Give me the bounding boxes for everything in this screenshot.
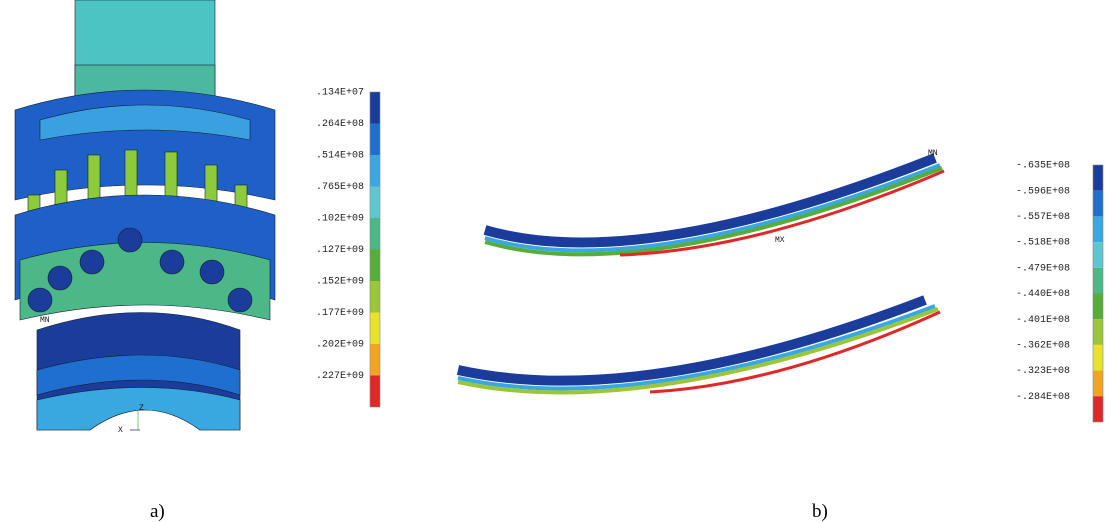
legend-frame [1092, 164, 1104, 423]
legend-swatch [370, 375, 380, 407]
legend-swatch [370, 155, 380, 187]
legend-label: .177E+09 [316, 308, 364, 319]
panel-label: a) [150, 501, 165, 522]
legend-label: .514E+08 [316, 151, 364, 162]
legend-frame [369, 91, 381, 408]
legend-label: -.596E+08 [1016, 186, 1070, 197]
legend-label: .264E+08 [316, 119, 364, 130]
annotation: MN [40, 316, 50, 325]
legend-label: -.401E+08 [1016, 315, 1070, 326]
legend-label: .102E+09 [316, 214, 364, 225]
legend-swatch [370, 344, 380, 376]
legend-label: -.440E+08 [1016, 289, 1070, 300]
legend-swatch [1093, 190, 1103, 217]
legend-label: .765E+08 [316, 182, 364, 193]
legend-swatch [1093, 165, 1103, 191]
legend-swatch [1093, 319, 1103, 345]
model-a [14, 0, 276, 431]
annotation: MX [775, 236, 785, 245]
legend-swatch [1093, 267, 1103, 294]
legend-label: -.362E+08 [1016, 341, 1070, 352]
legend-label: -.635E+08 [1016, 161, 1070, 172]
legend-swatch [370, 249, 380, 281]
legend-swatch [1093, 242, 1103, 268]
legend-swatch [1093, 293, 1103, 320]
legend-label: .127E+09 [316, 245, 364, 256]
model-b [456, 153, 945, 395]
legend-label: -.323E+08 [1016, 366, 1070, 377]
legend-label: -.557E+08 [1016, 212, 1070, 223]
legend-label: .202E+09 [316, 340, 364, 351]
legend-swatch [370, 123, 380, 155]
legend-swatch [1093, 344, 1103, 371]
legend-swatch [1093, 396, 1103, 422]
legend-label: -.479E+08 [1016, 263, 1070, 274]
legend-label: -.284E+08 [1016, 392, 1070, 403]
annotation: MN [928, 149, 938, 158]
legend-swatch [1093, 216, 1103, 243]
legend-swatch [370, 92, 380, 124]
panel-label: b) [812, 501, 828, 522]
legend-swatch [1093, 370, 1103, 397]
legend-swatch [370, 281, 380, 313]
legend-swatch [370, 186, 380, 218]
legend-label: .227E+09 [316, 371, 364, 382]
legend-swatch [370, 312, 380, 344]
legend-label: .134E+07 [316, 88, 364, 99]
legend-label: -.518E+08 [1016, 238, 1070, 249]
axis-label: X [118, 426, 123, 435]
axis-label: Z [139, 404, 144, 413]
legend-swatch [370, 218, 380, 250]
legend-label: .152E+09 [316, 277, 364, 288]
